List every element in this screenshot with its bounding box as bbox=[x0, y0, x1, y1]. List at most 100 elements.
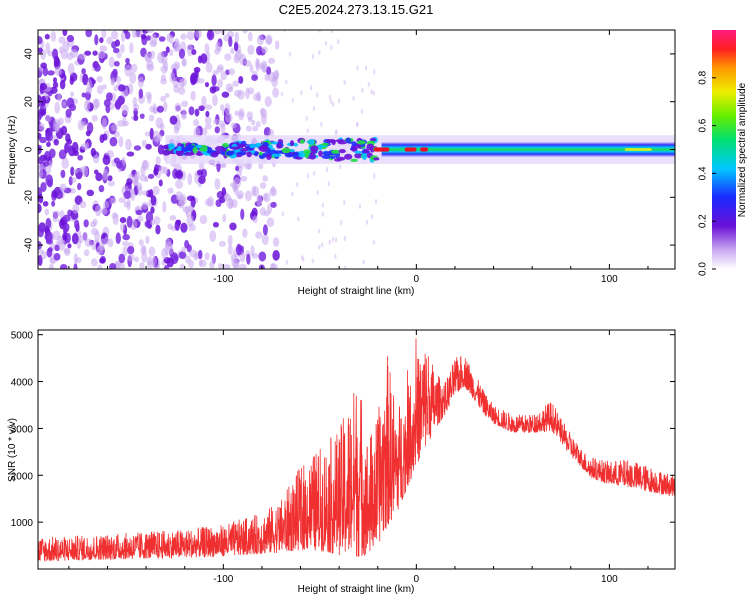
noise-blob bbox=[145, 235, 150, 245]
noise-blob bbox=[39, 136, 47, 144]
noise-speckle bbox=[306, 128, 309, 134]
colorbar-tick-label: 0.4 bbox=[698, 166, 709, 180]
noise-blob bbox=[110, 124, 119, 132]
noise-blob bbox=[272, 237, 280, 248]
noise-blob bbox=[120, 222, 126, 232]
noise-blob bbox=[92, 50, 98, 56]
noise-blob bbox=[184, 240, 190, 249]
colorbar-label: Normalized spectral amplitude bbox=[737, 82, 748, 217]
noise-blob bbox=[197, 78, 205, 84]
noise-blob bbox=[202, 127, 208, 136]
ridge-blob bbox=[176, 147, 182, 152]
noise-blob bbox=[42, 161, 49, 167]
noise-blob bbox=[153, 167, 159, 176]
noise-blob bbox=[188, 106, 195, 116]
noise-speckle bbox=[324, 40, 328, 46]
noise-speckle bbox=[331, 236, 335, 242]
noise-blob bbox=[234, 31, 240, 43]
noise-speckle bbox=[291, 97, 294, 103]
noise-speckle bbox=[374, 198, 378, 204]
ridge-blob bbox=[356, 140, 366, 145]
noise-blob bbox=[220, 123, 226, 134]
noise-blob bbox=[66, 34, 75, 43]
noise-blob bbox=[247, 31, 253, 42]
noise-blob bbox=[113, 85, 119, 92]
noise-blob bbox=[115, 232, 121, 245]
noise-blob bbox=[246, 253, 251, 265]
noise-blob bbox=[169, 71, 175, 84]
ridge-blob bbox=[276, 143, 282, 149]
noise-blob bbox=[260, 108, 268, 119]
noise-blob bbox=[204, 43, 210, 54]
noise-blob bbox=[107, 180, 116, 187]
ridge-blob bbox=[331, 149, 341, 154]
noise-blob bbox=[118, 84, 126, 92]
noise-blob bbox=[184, 205, 189, 216]
noise-speckle bbox=[312, 170, 316, 176]
noise-blob bbox=[59, 183, 67, 192]
noise-blob bbox=[266, 217, 275, 227]
noise-blob bbox=[238, 75, 244, 84]
noise-blob bbox=[230, 122, 237, 129]
noise-blob bbox=[94, 63, 101, 72]
noise-blob bbox=[141, 139, 147, 148]
noise-blob bbox=[90, 227, 99, 236]
noise-blob bbox=[141, 201, 149, 210]
noise-blob bbox=[172, 255, 179, 261]
noise-blob bbox=[222, 263, 231, 269]
chart-title: C2E5.2024.273.13.15.G21 bbox=[279, 2, 434, 17]
noise-speckle bbox=[318, 244, 321, 250]
noise-blob bbox=[83, 219, 89, 228]
noise-blob bbox=[153, 130, 160, 143]
ridge-blob bbox=[237, 143, 246, 148]
noise-blob bbox=[240, 208, 245, 220]
noise-blob bbox=[147, 173, 155, 179]
noise-speckle bbox=[318, 30, 321, 33]
noise-blob bbox=[97, 264, 103, 269]
ridge-blob bbox=[304, 153, 309, 158]
noise-speckle bbox=[352, 95, 355, 101]
noise-blob bbox=[62, 100, 67, 108]
noise-blob bbox=[242, 30, 248, 34]
noise-blob bbox=[212, 221, 219, 228]
noise-blob bbox=[141, 250, 148, 263]
noise-blob bbox=[139, 174, 148, 182]
noise-blob bbox=[174, 219, 180, 231]
noise-blob bbox=[38, 195, 44, 204]
noise-blob bbox=[163, 265, 169, 269]
noise-speckle bbox=[320, 242, 324, 248]
noise-blob bbox=[252, 125, 259, 132]
noise-speckle bbox=[318, 50, 321, 56]
noise-blob bbox=[112, 68, 118, 77]
noise-blob bbox=[97, 50, 106, 59]
noise-blob bbox=[54, 66, 62, 76]
noise-blob bbox=[118, 136, 124, 148]
noise-blob bbox=[99, 257, 106, 264]
noise-speckle bbox=[320, 121, 323, 127]
noise-blob bbox=[259, 182, 267, 189]
noise-blob bbox=[206, 30, 215, 41]
noise-blob bbox=[122, 241, 129, 247]
ridge-blob bbox=[175, 149, 185, 157]
noise-speckle bbox=[343, 200, 346, 206]
spectrogram-y-ticks: -40 -20 0 20 40 bbox=[24, 48, 675, 252]
noise-blob bbox=[65, 108, 72, 118]
noise-blob bbox=[233, 89, 242, 97]
noise-blob bbox=[78, 53, 86, 60]
spectrogram-marks bbox=[38, 30, 675, 269]
y-tick-label: 2000 bbox=[11, 471, 34, 482]
noise-blob bbox=[141, 160, 150, 171]
noise-blob bbox=[47, 70, 55, 76]
noise-blob bbox=[72, 203, 80, 214]
noise-blob bbox=[247, 44, 255, 56]
ridge-blob bbox=[303, 149, 312, 155]
noise-blob bbox=[165, 92, 170, 98]
noise-blob bbox=[73, 263, 78, 269]
noise-speckle bbox=[343, 236, 347, 242]
noise-blob bbox=[67, 63, 75, 75]
ridge-blob bbox=[338, 149, 346, 154]
noise-blob bbox=[274, 69, 279, 80]
noise-blob bbox=[96, 85, 104, 95]
noise-blob bbox=[139, 113, 145, 119]
snr-y-axis-label: SNR (10 * v/v) bbox=[7, 418, 18, 482]
